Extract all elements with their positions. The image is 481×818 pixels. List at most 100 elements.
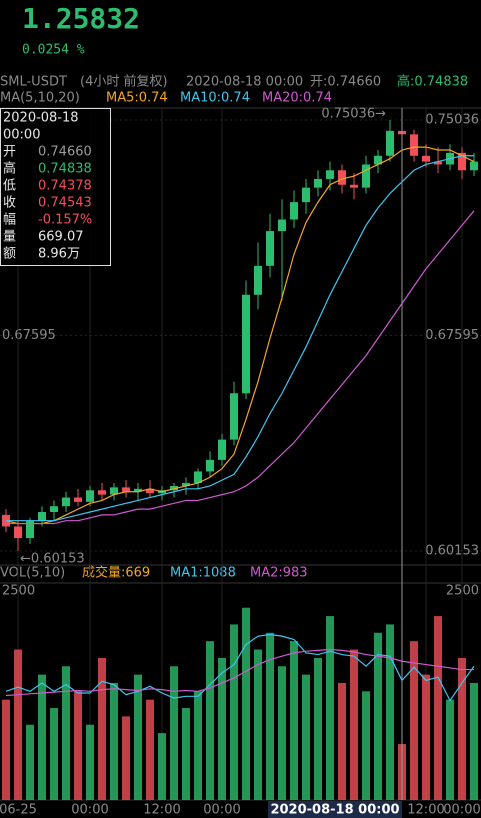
tooltip-value: 0.74838 — [38, 162, 92, 177]
crosshair-label: 2020-08-18 00:00 — [270, 803, 399, 818]
volume-bar — [302, 674, 310, 800]
vol-title: VOL(5,10) — [0, 566, 65, 581]
tooltip-time: 00:00 — [3, 128, 40, 143]
candle-body — [98, 490, 106, 495]
ma-line — [6, 155, 474, 522]
volume-bar — [278, 666, 286, 800]
tooltip-value: 8.96万 — [38, 247, 80, 262]
volume-bar — [26, 724, 34, 800]
info-date: 2020-08-18 00:00 — [186, 75, 303, 90]
volume-bar — [62, 666, 70, 800]
candle-body — [302, 187, 310, 203]
volume-bar — [446, 699, 454, 800]
tooltip-label: 幅 — [3, 213, 16, 228]
vol-ma2-legend: MA2:983 — [250, 566, 308, 581]
y-tick-label: 2500 — [446, 584, 479, 599]
tooltip-date: 2020-08-18 — [3, 111, 79, 126]
candle-body — [386, 130, 394, 156]
volume-bar — [338, 682, 346, 800]
candle-body — [254, 265, 262, 295]
candle-body — [50, 506, 58, 513]
tooltip-value: 669.07 — [38, 230, 84, 245]
volume-bar — [386, 624, 394, 800]
candle-body — [146, 488, 154, 494]
y-tick-label: 0.67595 — [425, 328, 479, 343]
volume-bar — [434, 616, 442, 800]
info-open: 开:0.74660 — [310, 75, 381, 90]
volume-bar — [170, 666, 178, 800]
candle-body — [338, 170, 346, 185]
volume-ma-line — [5, 648, 474, 697]
tooltip-label: 量 — [3, 230, 16, 245]
x-tick-label: 12:00 — [143, 803, 180, 818]
symbol: SML-USDT — [0, 75, 67, 90]
vol-ma1-legend: MA1:1088 — [170, 566, 236, 581]
x-tick-label: 00:00 — [71, 803, 108, 818]
vol-legend: 成交量:669 — [82, 565, 150, 581]
tooltip-value: 0.74378 — [38, 179, 92, 194]
tooltip-label: 开 — [3, 145, 16, 160]
tooltip-label: 低 — [3, 179, 16, 194]
candle-body — [62, 497, 70, 507]
volume-bar — [86, 724, 94, 800]
volume-bar — [134, 674, 142, 800]
volume-bar — [422, 674, 430, 800]
volume-bar — [50, 708, 58, 800]
volume-bar — [158, 733, 166, 800]
candle-body — [434, 161, 442, 165]
candle-body — [362, 164, 370, 188]
volume-bar — [350, 649, 358, 800]
ma-line — [5, 146, 475, 525]
volume-bar — [266, 632, 274, 800]
candle-body — [14, 526, 22, 539]
candle-body — [266, 231, 274, 266]
volume-bar — [98, 657, 106, 800]
volume-bar — [2, 699, 10, 800]
volume-bar — [122, 716, 130, 800]
volume-bar — [242, 607, 250, 800]
volume-bar — [230, 624, 238, 800]
tooltip-label: 额 — [3, 247, 16, 262]
y-tick-label: 2500 — [2, 584, 35, 599]
candle-body — [182, 483, 190, 486]
ma20-legend: MA20:0.74 — [262, 91, 332, 106]
max-label: 0.75036→ — [321, 106, 386, 121]
volume-bar — [194, 691, 202, 800]
candle-body — [314, 178, 322, 188]
candle-body — [122, 487, 130, 492]
min-label: ←0.60153 — [20, 552, 85, 567]
x-tick-label: 00:00 — [203, 803, 240, 818]
last-price: 1.25832 — [22, 2, 140, 35]
volume-bar — [38, 674, 46, 800]
tooltip-box — [0, 108, 111, 266]
volume-bar — [254, 649, 262, 800]
tooltip-label: 收 — [3, 196, 16, 211]
candle-body — [422, 155, 430, 162]
candle-body — [134, 488, 142, 492]
candle-body — [458, 152, 466, 171]
volume-bar — [458, 657, 466, 800]
volume-bar — [146, 699, 154, 800]
volume-bar — [326, 616, 334, 800]
ma5-legend: MA5:0.74 — [106, 91, 168, 106]
candle-body — [350, 184, 358, 188]
candle-body — [230, 393, 238, 440]
x-tick-label: 00:00 — [443, 803, 480, 818]
candle-body — [86, 490, 94, 502]
tooltip-value: 0.74543 — [38, 196, 92, 211]
volume-bar — [74, 691, 82, 800]
candle-body — [170, 485, 178, 491]
volume-bar — [362, 691, 370, 800]
volume-bar — [290, 641, 298, 800]
candle-body — [74, 497, 82, 502]
candle-body — [38, 512, 46, 521]
ma10-legend: MA10:0.74 — [180, 91, 250, 106]
ma-title: MA(5,10,20) — [0, 91, 80, 106]
period: (4小时 前复权) — [80, 74, 168, 90]
volume-bar — [110, 682, 118, 800]
candle-body — [110, 487, 118, 495]
y-tick-label: 0.67595 — [2, 328, 56, 343]
volume-bar — [314, 657, 322, 800]
candle-body — [278, 219, 286, 232]
